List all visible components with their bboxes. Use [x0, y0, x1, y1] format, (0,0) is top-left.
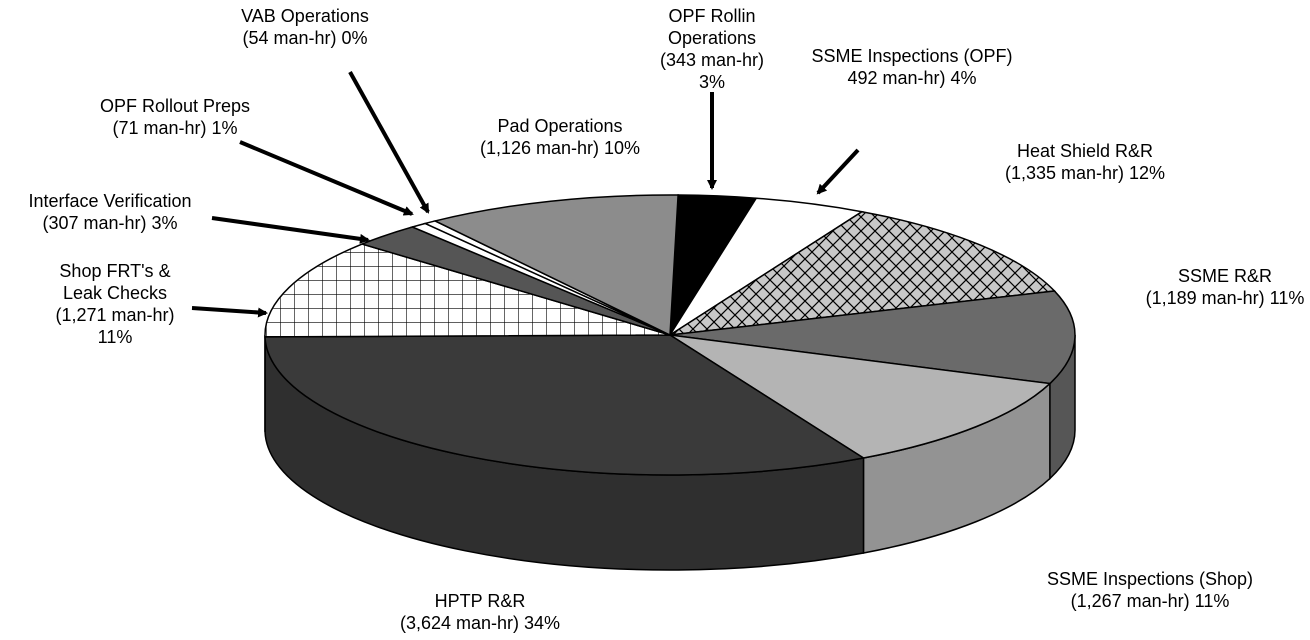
slice: [669, 290, 1076, 385]
value-label: (1,189 man-hr) 11%: [1145, 288, 1305, 308]
category-label: SSME Inspections (OPF): [811, 46, 1013, 66]
arrow: [211, 216, 370, 244]
slice-label: SSME R&R (1,189 man-hr) 11%: [1125, 265, 1310, 309]
arrow: [239, 140, 414, 216]
slice: [669, 210, 1057, 336]
slice-label: HPTP R&R (3,624 man-hr) 34%: [370, 590, 590, 634]
slice-side-shade: [1049, 335, 1076, 479]
category-label: OPF Rollout Preps: [99, 96, 251, 116]
slice-label: OPF Rollout Preps (71 man-hr) 1%: [75, 95, 275, 139]
value-label: (343 man-hr) 3%: [659, 50, 765, 92]
slice-label: Pad Operations (1,126 man-hr) 10%: [450, 115, 670, 159]
category-label: Heat Shield R&R: [1016, 141, 1154, 161]
value-label: 492 man-hr) 4%: [847, 68, 977, 88]
value-label: (1,267 man-hr) 11%: [1070, 591, 1230, 611]
slice: [264, 243, 671, 338]
value-label: (1,271 man-hr) 11%: [55, 305, 175, 347]
category-label: SSME Inspections (Shop): [1046, 569, 1254, 589]
arrow: [191, 306, 268, 318]
category-label: VAB Operations: [241, 6, 369, 26]
value-label: (307 man-hr) 3%: [42, 213, 178, 233]
slice: [669, 334, 1052, 459]
tops: [264, 194, 1076, 476]
arrow: [348, 71, 430, 214]
arrows: [191, 71, 860, 318]
slice-label: SSME Inspections (OPF) 492 man-hr) 4%: [772, 45, 1052, 89]
category-label: Shop FRT's & Leak Checks: [59, 261, 171, 303]
slice-label: Heat Shield R&R (1,335 man-hr) 12%: [975, 140, 1195, 184]
slice: [432, 194, 679, 337]
category-label: HPTP R&R: [434, 591, 526, 611]
slice-label: SSME Inspections (Shop) (1,267 man-hr) 11…: [1020, 568, 1280, 612]
value-label: (1,335 man-hr) 12%: [1004, 163, 1166, 183]
slice-side-shade: [265, 336, 864, 570]
slice-label: VAB Operations (54 man-hr) 0%: [205, 5, 405, 49]
slice-side-shade: [863, 383, 1050, 553]
slice-label: Interface Verification (307 man-hr) 3%: [0, 190, 230, 234]
slice: [264, 334, 866, 476]
category-label: SSME R&R: [1177, 266, 1273, 286]
category-label: Interface Verification: [28, 191, 192, 211]
slice-label: OPF Rollin Operations (343 man-hr) 3%: [652, 5, 772, 93]
category-label: OPF Rollin Operations: [667, 6, 757, 48]
value-label: (1,126 man-hr) 10%: [479, 138, 641, 158]
category-label: Pad Operations: [497, 116, 623, 136]
value-label: (54 man-hr) 0%: [242, 28, 368, 48]
value-label: (3,624 man-hr) 34%: [399, 613, 561, 633]
arrow: [816, 148, 860, 195]
value-label: (71 man-hr) 1%: [112, 118, 238, 138]
slice-label: Shop FRT's & Leak Checks (1,271 man-hr) 1…: [45, 260, 185, 348]
walls: [264, 334, 1076, 571]
